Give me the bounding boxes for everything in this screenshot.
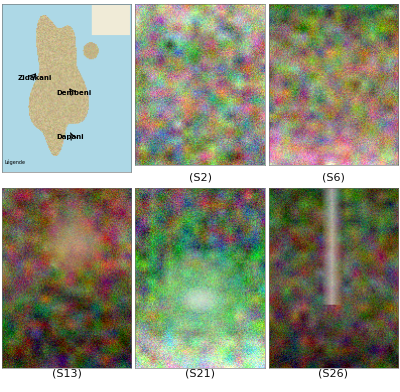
Text: Dapani: Dapani bbox=[56, 134, 84, 140]
Text: Zidakani: Zidakani bbox=[18, 75, 52, 81]
Text: Légende: Légende bbox=[4, 160, 26, 165]
Text: (S21): (S21) bbox=[185, 369, 215, 379]
Text: (S26): (S26) bbox=[318, 369, 348, 379]
Text: (S6): (S6) bbox=[322, 173, 345, 183]
Text: (S13): (S13) bbox=[52, 369, 82, 379]
Text: (S2): (S2) bbox=[188, 173, 212, 183]
Text: Dembeni: Dembeni bbox=[56, 90, 92, 96]
